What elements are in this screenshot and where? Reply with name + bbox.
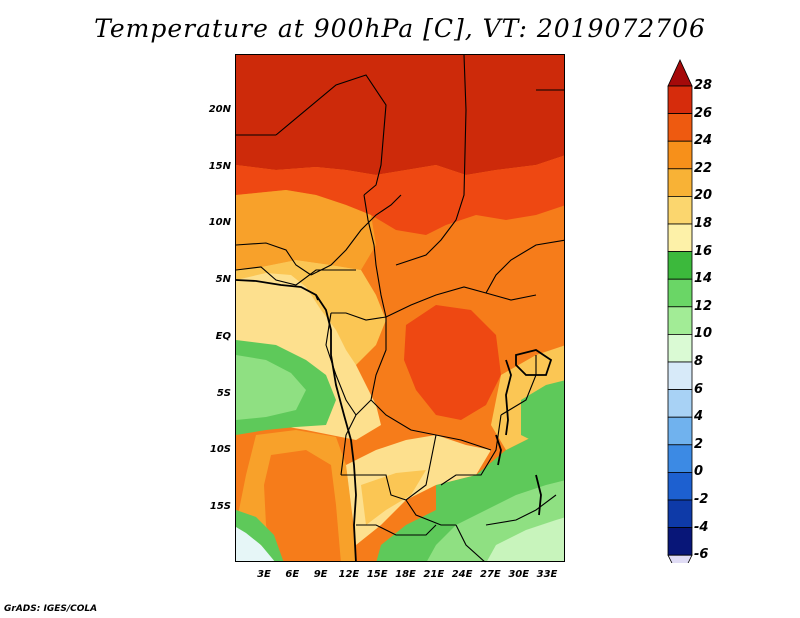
field-ocean-mid bbox=[236, 355, 306, 420]
lon-label: 3E bbox=[257, 569, 271, 580]
lon-label: 15E bbox=[366, 569, 388, 580]
field-angola-hot bbox=[264, 450, 341, 561]
colorbar-box bbox=[667, 333, 693, 363]
colorbar-label: 28 bbox=[694, 78, 713, 93]
colorbar-box bbox=[667, 140, 693, 170]
colorbar-box bbox=[667, 416, 693, 446]
colorbar-bottom-arrow bbox=[667, 554, 693, 563]
colorbar-label: 10 bbox=[694, 326, 713, 342]
field-east-cool bbox=[521, 380, 564, 445]
colorbar-box bbox=[667, 499, 693, 529]
colorbar-label: 6 bbox=[694, 381, 704, 397]
colorbar-label: -4 bbox=[694, 519, 709, 535]
lon-label: 9E bbox=[313, 569, 328, 580]
lat-label: 10N bbox=[208, 217, 231, 229]
colorbar-box bbox=[667, 444, 693, 473]
colorbar-label: 24 bbox=[694, 133, 713, 149]
chart-title: Temperature at 900hPa [C], VT: 201907270… bbox=[94, 14, 706, 43]
colorbar-label: 26 bbox=[694, 105, 713, 121]
colorbar-label: 16 bbox=[694, 243, 713, 259]
map-canvas bbox=[236, 55, 564, 561]
colorbar-box bbox=[667, 168, 693, 197]
lat-label: 15N bbox=[208, 160, 231, 172]
field-west-20 bbox=[236, 190, 376, 270]
colorbar-box bbox=[667, 113, 693, 142]
field-central-hot bbox=[404, 305, 501, 420]
lat-label: 5N bbox=[215, 274, 231, 286]
lon-label: 33E bbox=[536, 569, 558, 580]
colorbar-label: 4 bbox=[694, 409, 704, 425]
colorbar-box bbox=[667, 251, 693, 280]
temperature-map bbox=[235, 54, 565, 562]
lon-label: 30E bbox=[508, 569, 530, 580]
lat-label: 20N bbox=[208, 104, 231, 115]
lon-label: 6E bbox=[285, 569, 300, 580]
colorbar-label: 12 bbox=[694, 298, 713, 314]
colorbar-label: 20 bbox=[694, 188, 713, 204]
coastlines bbox=[236, 279, 553, 561]
lon-label: 27E bbox=[480, 569, 501, 580]
colorbar-box bbox=[667, 306, 693, 335]
field-coast-pale bbox=[236, 525, 275, 561]
lon-label: 12E bbox=[338, 569, 360, 580]
field-south-patch bbox=[361, 470, 426, 525]
colorbar-label: 18 bbox=[694, 216, 713, 231]
colorbar-label: 8 bbox=[694, 354, 704, 369]
lon-label: 18E bbox=[395, 569, 416, 580]
colorbar-box bbox=[667, 195, 693, 225]
lat-label: 5S bbox=[216, 387, 231, 399]
colorbar bbox=[667, 59, 693, 563]
colorbar-label: -6 bbox=[694, 547, 709, 563]
lat-label: 15S bbox=[209, 500, 231, 512]
credit-text: GrADS: IGES/COLA bbox=[4, 604, 98, 614]
colorbar-top-arrow bbox=[667, 59, 693, 87]
colorbar-label: 0 bbox=[694, 464, 704, 480]
field-coast-green bbox=[236, 510, 284, 561]
colorbar-label: 2 bbox=[694, 436, 704, 452]
colorbar-box bbox=[667, 389, 693, 418]
field-southeast-pale bbox=[487, 517, 564, 561]
colorbar-box bbox=[667, 471, 693, 501]
colorbar-box bbox=[667, 223, 693, 253]
lat-label: EQ bbox=[215, 330, 231, 342]
lat-label: 10S bbox=[209, 444, 231, 456]
colorbar-box bbox=[667, 527, 693, 556]
colorbar-label: 14 bbox=[694, 271, 713, 287]
lon-label: 24E bbox=[451, 569, 473, 580]
field-sahara-hot bbox=[236, 55, 564, 175]
colorbar-box bbox=[667, 361, 693, 391]
colorbar-label: -2 bbox=[694, 492, 709, 507]
colorbar-box bbox=[667, 278, 693, 308]
colorbar-box bbox=[667, 85, 693, 115]
colorbar-label: 22 bbox=[694, 160, 713, 176]
country-borders bbox=[236, 55, 564, 561]
lon-label: 21E bbox=[423, 569, 445, 580]
